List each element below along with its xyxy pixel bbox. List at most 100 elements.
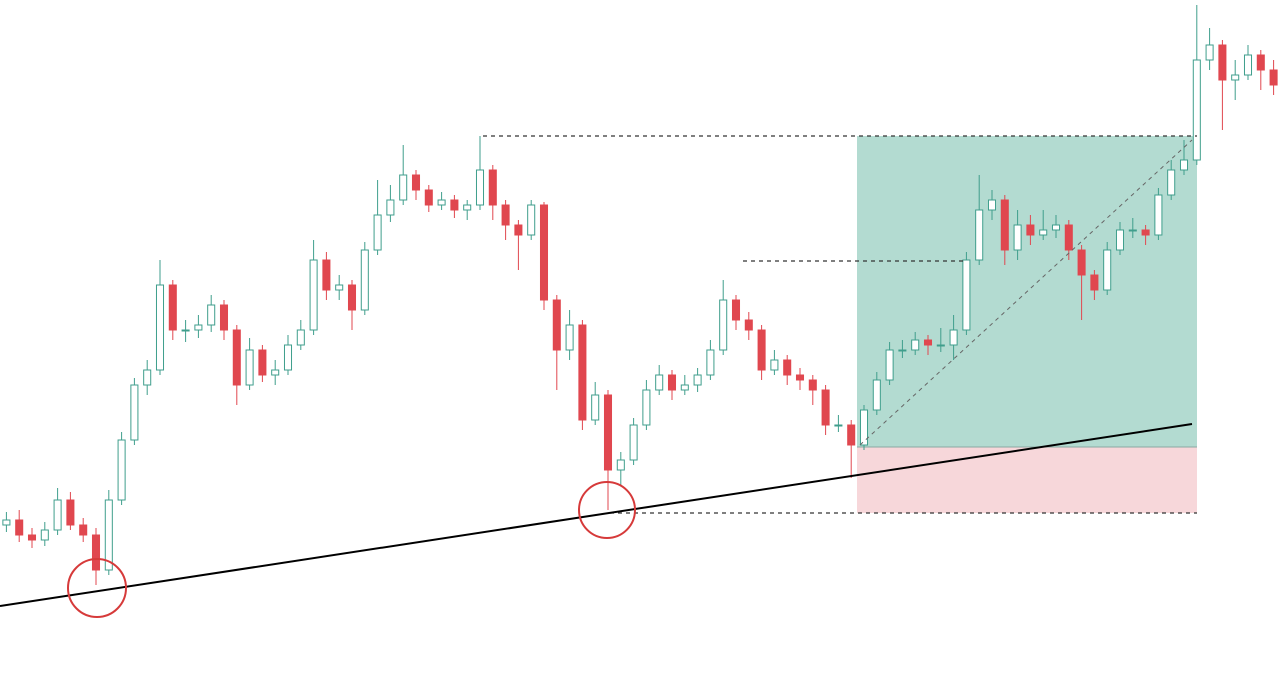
candle-body bbox=[1141, 229, 1150, 236]
candle-body bbox=[629, 424, 638, 461]
candle-body bbox=[680, 384, 689, 391]
candle-body bbox=[885, 349, 894, 381]
candle-body bbox=[731, 299, 741, 321]
candle-body bbox=[1218, 44, 1227, 81]
candle-body bbox=[962, 259, 971, 331]
candle-body bbox=[322, 259, 331, 291]
candle-body bbox=[2, 519, 11, 526]
candle-body bbox=[744, 319, 753, 331]
candle-body bbox=[591, 394, 600, 421]
candle-body bbox=[1026, 224, 1035, 236]
candle-body bbox=[53, 499, 62, 531]
candle-body bbox=[245, 349, 254, 386]
candle-body bbox=[1051, 224, 1061, 231]
candles bbox=[2, 5, 1278, 585]
dashed-diagonal bbox=[859, 139, 1193, 446]
candle-body bbox=[1077, 249, 1086, 276]
candle-body bbox=[1243, 54, 1253, 76]
candle-body bbox=[1103, 249, 1112, 291]
touch-circle bbox=[578, 481, 636, 539]
stop-zone bbox=[857, 447, 1197, 513]
candle-body bbox=[104, 499, 113, 571]
candle-body bbox=[565, 324, 574, 351]
candle-body bbox=[706, 349, 715, 376]
candle-body bbox=[783, 359, 792, 376]
candle-body bbox=[155, 284, 165, 371]
candle-body bbox=[693, 374, 702, 386]
touch-circle bbox=[67, 558, 127, 618]
candle-body bbox=[386, 199, 395, 216]
candle-body bbox=[1115, 229, 1125, 251]
candle-body bbox=[347, 284, 357, 311]
candle-body bbox=[770, 359, 779, 371]
candle-body bbox=[271, 369, 280, 376]
candle-body bbox=[1167, 169, 1176, 196]
candle-body bbox=[463, 204, 472, 211]
candle-body bbox=[578, 324, 587, 421]
candle-body bbox=[975, 209, 984, 261]
candle-body bbox=[66, 499, 75, 526]
candle-body bbox=[834, 424, 843, 427]
candle-body bbox=[411, 174, 421, 191]
candle-body bbox=[1192, 59, 1201, 161]
candle-body bbox=[616, 459, 625, 471]
candle-body bbox=[424, 189, 433, 206]
candle-body bbox=[808, 379, 817, 391]
candle-body bbox=[719, 299, 728, 351]
candle-body bbox=[91, 534, 101, 571]
candle-body bbox=[168, 284, 177, 331]
candle-body bbox=[949, 329, 958, 346]
candle-body bbox=[527, 204, 536, 236]
candle-body bbox=[117, 439, 126, 501]
candle-body bbox=[859, 409, 869, 446]
candle-body bbox=[936, 344, 945, 347]
candle-body bbox=[143, 369, 152, 386]
candle-body bbox=[475, 169, 485, 206]
candle-body bbox=[1205, 44, 1214, 61]
candle-body bbox=[296, 329, 305, 346]
candle-body bbox=[872, 379, 881, 411]
candle-body bbox=[514, 224, 523, 236]
candle-body bbox=[1256, 54, 1265, 71]
candle-body bbox=[1064, 224, 1073, 251]
candle-body bbox=[283, 344, 293, 371]
candle-body bbox=[667, 374, 677, 391]
candle-body bbox=[373, 214, 382, 251]
candle-body bbox=[1000, 199, 1009, 251]
candle-body bbox=[335, 284, 344, 291]
candle-body bbox=[399, 174, 408, 201]
candle-body bbox=[40, 529, 49, 541]
candle-body bbox=[309, 259, 318, 331]
candle-body bbox=[488, 169, 497, 206]
candle-body bbox=[15, 519, 24, 536]
candle-body bbox=[1090, 274, 1099, 291]
candle-body bbox=[795, 374, 805, 381]
candle-body bbox=[1231, 74, 1240, 81]
candle-body bbox=[898, 349, 907, 352]
candle-body bbox=[539, 204, 549, 301]
candle-body bbox=[1269, 69, 1278, 86]
candle-body bbox=[655, 374, 664, 391]
candle-body bbox=[552, 299, 561, 351]
candle-body bbox=[258, 349, 267, 376]
candle-body bbox=[79, 524, 88, 536]
candle-body bbox=[194, 324, 203, 331]
candle-body bbox=[130, 384, 139, 441]
candle-body bbox=[207, 304, 216, 326]
candle-body bbox=[1013, 224, 1022, 251]
candle-body bbox=[1154, 194, 1163, 236]
candle-body bbox=[232, 329, 241, 386]
candle-body bbox=[923, 339, 933, 346]
candle-body bbox=[821, 389, 830, 426]
candle-body bbox=[1039, 229, 1048, 236]
candle-body bbox=[437, 199, 446, 206]
drawings bbox=[0, 135, 1197, 618]
candle-body bbox=[847, 424, 856, 446]
candle-body bbox=[27, 534, 37, 541]
candle-body bbox=[603, 394, 613, 471]
candle-body bbox=[219, 304, 229, 331]
candle-body bbox=[1179, 159, 1189, 171]
candle-body bbox=[181, 329, 190, 332]
